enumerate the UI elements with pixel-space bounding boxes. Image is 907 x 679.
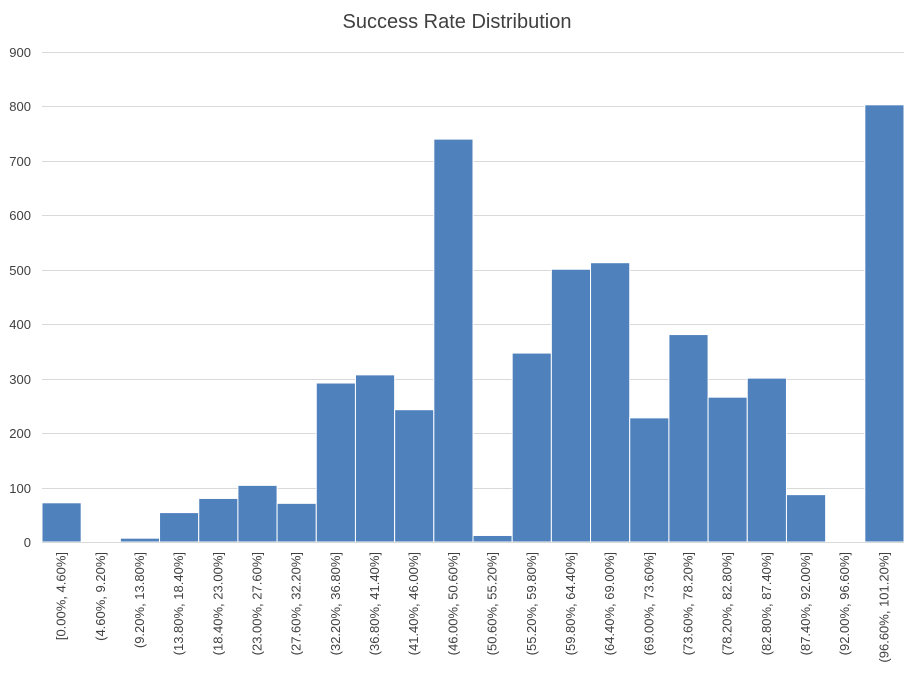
x-tick-label: (55.20%, 59.80%] xyxy=(524,552,539,655)
histogram-bar xyxy=(707,396,748,543)
x-tick-label: (82.80%, 87.40%] xyxy=(759,552,774,655)
bars xyxy=(41,104,905,543)
histogram-bar xyxy=(785,494,827,543)
histogram-bar xyxy=(198,497,239,543)
x-tick-label: (4.60%, 9.20%] xyxy=(93,552,108,641)
y-tick-label: 700 xyxy=(9,154,31,169)
y-tick-label: 200 xyxy=(9,426,31,441)
y-tick-label: 0 xyxy=(24,535,31,550)
x-tick-label: [0.00%, 4.60%] xyxy=(54,552,69,640)
x-tick-label: (41.40%, 46.00%] xyxy=(406,552,421,655)
histogram-bar xyxy=(629,417,670,543)
histogram-bar xyxy=(433,138,474,543)
x-tick-label: (46.00%, 50.60%] xyxy=(445,552,460,655)
chart-title: Success Rate Distribution xyxy=(343,11,572,33)
histogram-bar xyxy=(159,512,200,543)
y-tick-label: 100 xyxy=(9,481,31,496)
y-tick-label: 400 xyxy=(9,317,31,332)
y-tick-label: 800 xyxy=(9,99,31,114)
x-tick-label: (13.80%, 18.40%] xyxy=(171,552,186,655)
y-tick-label: 600 xyxy=(9,208,31,223)
histogram-bar xyxy=(354,374,396,543)
histogram-bar xyxy=(550,268,592,543)
histogram-bar xyxy=(668,334,709,543)
histogram-bar xyxy=(315,382,356,543)
histogram-bar xyxy=(746,377,787,543)
histogram-bar xyxy=(590,262,631,543)
x-tick-label: (18.40%, 23.00%] xyxy=(210,552,225,655)
x-tick-label: (73.60%, 78.20%] xyxy=(681,552,696,655)
x-tick-label: (59.80%, 64.40%] xyxy=(563,552,578,655)
histogram-bar xyxy=(119,537,161,543)
histogram-bar xyxy=(394,409,435,543)
x-tick-label: (27.60%, 32.20%] xyxy=(289,552,304,655)
x-tick-label: (78.20%, 82.80%] xyxy=(720,552,735,655)
histogram-bar xyxy=(472,534,513,543)
y-tick-labels: 0 100 200 300 400 500 600 700 800 900 xyxy=(9,45,31,550)
x-tick-label: (69.00%, 73.60%] xyxy=(641,552,656,655)
x-tick-label: (87.40%, 92.00%] xyxy=(798,552,813,655)
histogram-bar xyxy=(41,502,82,543)
x-tick-label: (23.00%, 27.60%] xyxy=(250,552,265,655)
y-tick-label: 300 xyxy=(9,372,31,387)
histogram-bar xyxy=(237,484,278,543)
x-tick-label: (96.60%, 101.20%] xyxy=(876,552,891,663)
x-tick-labels: [0.00%, 4.60%] (4.60%, 9.20%] (9.20%, 13.8… xyxy=(54,552,892,663)
histogram-bar xyxy=(864,104,905,543)
x-tick-label: (32.20%, 36.80%] xyxy=(328,552,343,655)
x-tick-label: (36.80%, 41.40%] xyxy=(367,552,382,655)
histogram-bar xyxy=(276,502,317,543)
x-tick-label: (92.00%, 96.60%] xyxy=(837,552,852,655)
x-tick-label: (64.40%, 69.00%] xyxy=(602,552,617,655)
y-tick-label: 500 xyxy=(9,263,31,278)
histogram-bar xyxy=(511,352,552,543)
x-tick-label: (50.60%, 55.20%] xyxy=(485,552,500,655)
y-tick-label: 900 xyxy=(9,45,31,60)
x-tick-label: (9.20%, 13.80%] xyxy=(132,552,147,648)
